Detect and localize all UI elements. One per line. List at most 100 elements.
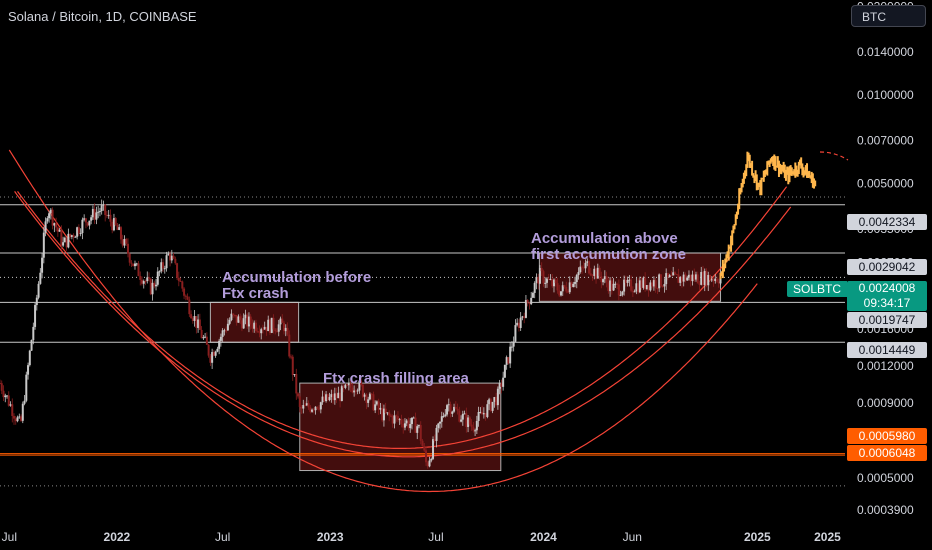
candle-body: [572, 283, 575, 288]
candle-body: [668, 275, 671, 278]
candle-body: [407, 420, 410, 429]
candle-body: [503, 364, 506, 378]
candle-body: [119, 227, 122, 240]
candle-body: [109, 214, 112, 222]
time-tick-label: Jul: [428, 530, 443, 544]
price-tick-label: 0.0009000: [857, 396, 914, 410]
candle-body: [489, 399, 492, 411]
candle-body: [570, 282, 573, 288]
annotation-accumulation-before: Accumulation before Ftx crash: [222, 270, 371, 302]
candle-body: [62, 242, 65, 246]
candle-body: [239, 316, 242, 321]
candle-body: [346, 384, 349, 386]
candle-body: [340, 386, 343, 402]
candle-body: [596, 267, 599, 279]
candle-body: [169, 253, 172, 261]
candle-body: [689, 274, 692, 282]
candle-body: [141, 279, 144, 284]
candle-body: [221, 330, 224, 337]
candle-body: [658, 274, 661, 289]
candle-body: [673, 272, 676, 275]
candle-body: [58, 229, 61, 232]
candle-body: [13, 416, 16, 419]
candle-body: [603, 276, 606, 280]
candle-body: [482, 413, 485, 415]
candle-body: [295, 374, 298, 394]
candle-body: [586, 261, 589, 263]
candle-body: [521, 316, 524, 318]
candle-body: [163, 268, 166, 270]
candle-body: [705, 270, 708, 286]
candle-body: [389, 415, 392, 417]
candle-body: [111, 221, 114, 231]
candle-body: [542, 271, 545, 284]
candle-body: [244, 314, 247, 319]
candle-body: [405, 420, 408, 424]
candle-body: [481, 411, 484, 415]
candle-body: [377, 401, 380, 410]
candle-body: [298, 396, 301, 408]
candle-body: [25, 374, 28, 401]
candle-body: [16, 417, 19, 422]
candle-body: [312, 409, 315, 411]
candle-body: [367, 399, 370, 403]
candle-body: [552, 279, 555, 287]
candle-body: [260, 329, 263, 334]
candle-body: [375, 401, 378, 405]
candle-body: [607, 282, 610, 292]
candle-body: [153, 282, 156, 287]
projection-layer: [719, 151, 817, 280]
candle-body: [311, 409, 314, 412]
candle-body: [460, 419, 463, 422]
candle-body: [342, 386, 345, 388]
candle-body: [186, 296, 189, 300]
candle-body: [382, 408, 385, 421]
candle-body: [388, 412, 391, 416]
time-tick-label: 2023: [317, 530, 344, 544]
candle-body: [421, 440, 424, 447]
candle-body: [417, 425, 420, 427]
candle-body: [393, 415, 396, 424]
time-tick-label: Jul: [215, 530, 230, 544]
candle-body: [333, 393, 336, 401]
inner-parabola: [14, 191, 792, 458]
annotation-line: first accumution zone: [531, 246, 687, 263]
candle-body: [360, 380, 363, 385]
candle-body: [18, 416, 21, 418]
candle-body: [368, 393, 371, 400]
level-tag: 0.0042334: [847, 214, 927, 230]
symbol-tag[interactable]: SOLBTC: [787, 281, 847, 297]
candle-body: [198, 319, 201, 330]
annotation-line: Accumulation before: [222, 269, 372, 286]
price-axis[interactable]: 0.02000000.01400000.01000000.00700000.00…: [857, 0, 914, 517]
candle-body: [486, 404, 489, 418]
candle-body: [640, 280, 643, 288]
candle-body: [253, 322, 256, 329]
candle-body: [456, 408, 459, 411]
candle-body: [2, 390, 5, 398]
price-tick-label: 0.0012000: [857, 359, 914, 373]
candle-body: [211, 352, 214, 363]
candle-body: [190, 314, 193, 319]
candle-body: [209, 355, 212, 363]
candle-body: [226, 323, 229, 331]
candle-body: [281, 318, 284, 323]
time-tick-label: 2024: [530, 530, 557, 544]
candle-body: [267, 319, 270, 332]
time-axis[interactable]: Jul 2022 Jul 2023 Jul 2024 Jun 2025 2025: [2, 530, 841, 544]
candle-body: [83, 218, 86, 220]
candle-body: [258, 331, 261, 334]
candle-body: [694, 274, 697, 280]
candle-body: [379, 407, 382, 410]
candle-body: [151, 282, 154, 295]
candle-body: [79, 233, 82, 235]
candle-body: [349, 383, 352, 388]
currency-button[interactable]: BTC: [851, 5, 926, 27]
candle-body: [240, 320, 243, 329]
candle-body: [41, 257, 44, 273]
candle-body: [651, 282, 654, 287]
candle-body: [446, 405, 449, 415]
price-tick-label: 0.0050000: [857, 177, 914, 191]
